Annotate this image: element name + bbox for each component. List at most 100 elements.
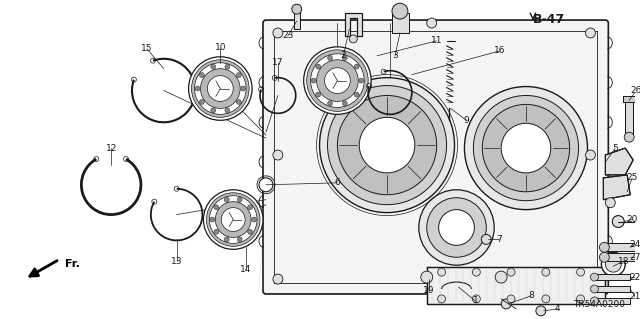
Circle shape [536,306,546,316]
Circle shape [311,78,316,83]
Text: 12: 12 [106,144,117,152]
Circle shape [273,274,283,284]
Circle shape [605,198,615,208]
Text: TR54A0200: TR54A0200 [573,300,625,309]
Text: 6: 6 [335,178,340,187]
Circle shape [214,229,219,234]
Text: 8: 8 [528,292,534,300]
Circle shape [307,50,368,111]
Circle shape [241,86,246,91]
Circle shape [207,76,233,101]
Circle shape [195,86,200,91]
Text: 7: 7 [496,235,502,244]
Circle shape [472,268,481,276]
Circle shape [495,271,507,283]
Circle shape [303,47,371,114]
Circle shape [224,237,229,242]
Circle shape [200,73,204,78]
Circle shape [328,56,333,60]
Circle shape [427,18,436,28]
Text: 18: 18 [618,257,629,266]
Text: 2: 2 [340,51,346,60]
Polygon shape [623,96,635,102]
Circle shape [427,198,486,257]
Polygon shape [294,11,300,29]
Circle shape [600,252,609,262]
Circle shape [316,64,321,69]
Text: 11: 11 [431,36,442,45]
Circle shape [609,178,618,188]
Circle shape [248,205,253,210]
Circle shape [342,56,348,60]
FancyBboxPatch shape [263,20,609,294]
Circle shape [600,242,609,252]
Circle shape [591,285,598,293]
Text: 19: 19 [423,286,435,295]
Circle shape [224,197,229,202]
Circle shape [237,197,242,202]
Circle shape [354,92,359,97]
Polygon shape [605,148,633,175]
Circle shape [189,57,252,120]
Circle shape [481,234,492,244]
Text: 13: 13 [171,257,182,266]
Circle shape [316,92,321,97]
Text: 17: 17 [272,58,284,67]
Circle shape [542,268,550,276]
Text: 5: 5 [612,144,618,152]
Text: 26: 26 [630,86,640,95]
Circle shape [359,78,364,83]
Circle shape [359,117,415,173]
Circle shape [501,299,511,309]
Text: 16: 16 [495,46,506,55]
Circle shape [214,205,219,210]
Circle shape [225,108,230,113]
Circle shape [221,208,245,232]
Circle shape [204,190,263,249]
Text: 20: 20 [627,215,638,224]
Circle shape [342,101,348,106]
Polygon shape [595,274,630,280]
Polygon shape [604,175,630,200]
Circle shape [200,100,204,104]
Circle shape [438,210,474,245]
Circle shape [210,217,215,222]
Text: 1: 1 [472,296,478,305]
Text: 10: 10 [214,43,226,52]
Polygon shape [605,253,635,261]
Circle shape [507,295,515,303]
Circle shape [591,273,598,281]
Circle shape [577,295,584,303]
Circle shape [248,229,253,234]
Circle shape [259,178,273,192]
Circle shape [586,274,595,284]
Circle shape [319,78,454,212]
Polygon shape [392,13,409,33]
Polygon shape [427,267,605,304]
Polygon shape [346,13,362,36]
Circle shape [324,68,350,93]
Circle shape [419,190,494,265]
Circle shape [474,95,579,201]
Circle shape [209,196,257,243]
Circle shape [211,108,216,113]
Circle shape [483,104,570,192]
Circle shape [273,28,283,38]
Text: 9: 9 [463,116,469,125]
Circle shape [207,193,260,246]
Circle shape [472,295,481,303]
Circle shape [542,295,550,303]
Text: 21: 21 [630,293,640,301]
Circle shape [420,271,433,283]
Circle shape [501,123,551,173]
Circle shape [438,268,445,276]
Circle shape [252,217,257,222]
Circle shape [438,295,445,303]
Circle shape [624,132,634,142]
Circle shape [215,202,251,237]
Circle shape [507,268,515,276]
Text: 25: 25 [627,173,638,182]
Text: 14: 14 [241,265,252,274]
Circle shape [427,286,436,296]
Circle shape [236,100,241,104]
